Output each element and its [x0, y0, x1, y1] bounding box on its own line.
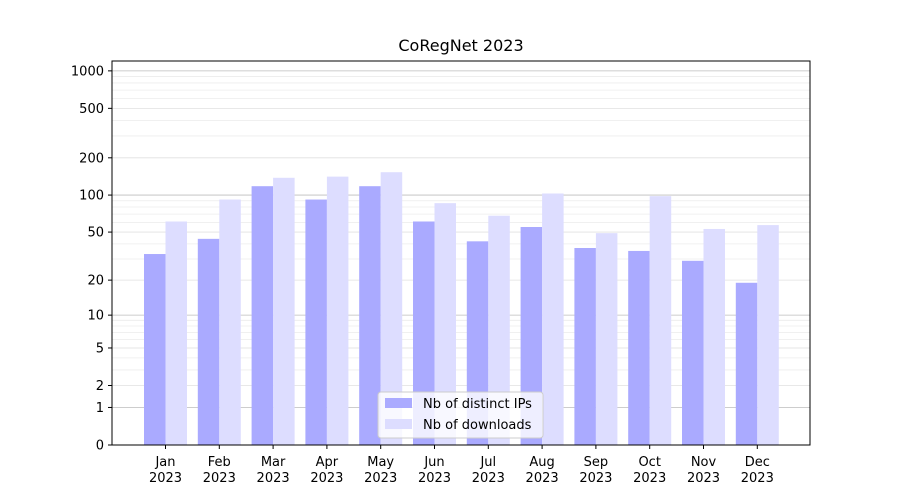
- y-tick-label: 10: [87, 309, 104, 324]
- x-tick-label: Feb: [208, 455, 231, 470]
- legend-label-distinct-ips: Nb of distinct IPs: [423, 397, 532, 412]
- plot-frame: [111, 60, 811, 446]
- bar-distinct-ips-1: [144, 254, 166, 445]
- bars: [144, 172, 779, 445]
- x-tick-label: 2023: [149, 471, 182, 486]
- legend: Nb of distinct IPs Nb of downloads: [377, 391, 544, 439]
- bar-downloads-9: [595, 233, 618, 445]
- bar-downloads-6: [434, 203, 456, 445]
- y-tick-label: 1000: [71, 64, 104, 79]
- x-tick-label: Aug: [529, 455, 554, 470]
- bar-distinct-ips-8: [520, 227, 543, 445]
- y-tick-label: 50: [87, 226, 104, 241]
- bar-distinct-ips-12: [735, 282, 758, 445]
- x-tick-label: 2023: [526, 471, 559, 486]
- x-axis: Jan2023Feb2023Mar2023Apr2023May2023Jun20…: [149, 445, 774, 486]
- y-tick-label: 1: [96, 401, 104, 416]
- y-tick-label: 200: [79, 151, 104, 166]
- bar-distinct-ips-3: [251, 186, 274, 445]
- x-tick-label: Oct: [638, 455, 660, 470]
- x-tick-label: Mar: [261, 455, 286, 470]
- x-tick-label: Jul: [479, 455, 496, 470]
- x-tick-label: Apr: [316, 455, 339, 470]
- y-tick-label: 5: [96, 341, 104, 356]
- x-tick-label: Jun: [423, 455, 444, 470]
- x-tick-label: 2023: [257, 471, 290, 486]
- bar-downloads-2: [219, 199, 241, 445]
- x-tick-label: 2023: [472, 471, 505, 486]
- bar-downloads-4: [326, 176, 349, 445]
- y-tick-label: 100: [79, 189, 104, 204]
- x-tick-label: 2023: [310, 471, 343, 486]
- y-tick-label: 20: [87, 274, 104, 289]
- chart-title: CoRegNet 2023: [398, 36, 523, 55]
- bar-downloads-3: [273, 177, 295, 445]
- bar-distinct-ips-2: [197, 238, 220, 445]
- bar-downloads-5: [380, 172, 403, 445]
- legend-box: [377, 391, 544, 439]
- bar-downloads-10: [649, 196, 672, 445]
- x-tick-label: Nov: [691, 455, 717, 470]
- legend-swatch-distinct-ips: [385, 398, 412, 408]
- y-axis: 0 1 2 5 10 20 50 100 200 500 1000: [71, 64, 112, 454]
- x-tick-label: Jan: [154, 455, 175, 470]
- bar-downloads-12: [757, 225, 779, 445]
- legend-swatch-downloads: [385, 419, 412, 429]
- legend-label-downloads: Nb of downloads: [423, 418, 532, 433]
- bar-distinct-ips-11: [682, 260, 704, 445]
- x-tick-label: 2023: [741, 471, 774, 486]
- x-tick-label: 2023: [418, 471, 451, 486]
- bar-distinct-ips-10: [628, 250, 650, 445]
- x-tick-label: 2023: [364, 471, 397, 486]
- y-tick-label: 2: [96, 379, 104, 394]
- x-tick-label: Sep: [584, 455, 609, 470]
- x-tick-label: Dec: [745, 455, 770, 470]
- bar-downloads-11: [703, 228, 725, 445]
- bar-distinct-ips-6: [413, 221, 435, 445]
- bar-distinct-ips-9: [574, 248, 596, 445]
- y-tick-label: 0: [96, 439, 104, 454]
- bar-downloads-7: [488, 215, 510, 445]
- x-tick-label: 2023: [579, 471, 612, 486]
- bar-distinct-ips-5: [359, 186, 381, 445]
- x-tick-label: May: [367, 455, 394, 470]
- bar-downloads-1: [165, 221, 187, 445]
- bar-distinct-ips-4: [305, 199, 327, 445]
- x-tick-label: 2023: [203, 471, 236, 486]
- bar-downloads-8: [542, 193, 564, 445]
- x-tick-label: 2023: [687, 471, 720, 486]
- y-tick-label: 500: [79, 102, 104, 117]
- x-tick-label: 2023: [633, 471, 666, 486]
